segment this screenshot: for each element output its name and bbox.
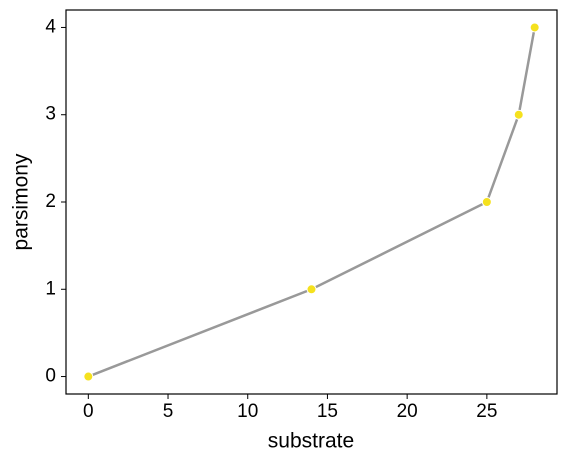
x-tick-label: 5 bbox=[163, 401, 174, 422]
point bbox=[513, 109, 524, 120]
x-axis-title: substrate bbox=[268, 430, 354, 453]
x-tick-label: 25 bbox=[476, 401, 497, 422]
point bbox=[529, 22, 540, 33]
x-tick-label: 0 bbox=[83, 401, 94, 422]
y-axis-title: parsimony bbox=[10, 153, 33, 250]
y-tick-label: 0 bbox=[45, 366, 56, 387]
y-tick-label: 2 bbox=[45, 191, 56, 212]
series-line bbox=[87, 27, 536, 378]
x-tick-label: 10 bbox=[237, 401, 258, 422]
x-tick-label: 15 bbox=[317, 401, 338, 422]
plot-frame bbox=[65, 9, 558, 395]
point bbox=[306, 284, 317, 295]
y-tick-label: 3 bbox=[45, 104, 56, 125]
point bbox=[83, 371, 94, 382]
point bbox=[481, 197, 492, 207]
x-tick-label: 20 bbox=[397, 401, 418, 422]
y-tick-label: 4 bbox=[45, 16, 56, 37]
y-tick-label: 1 bbox=[45, 278, 56, 299]
